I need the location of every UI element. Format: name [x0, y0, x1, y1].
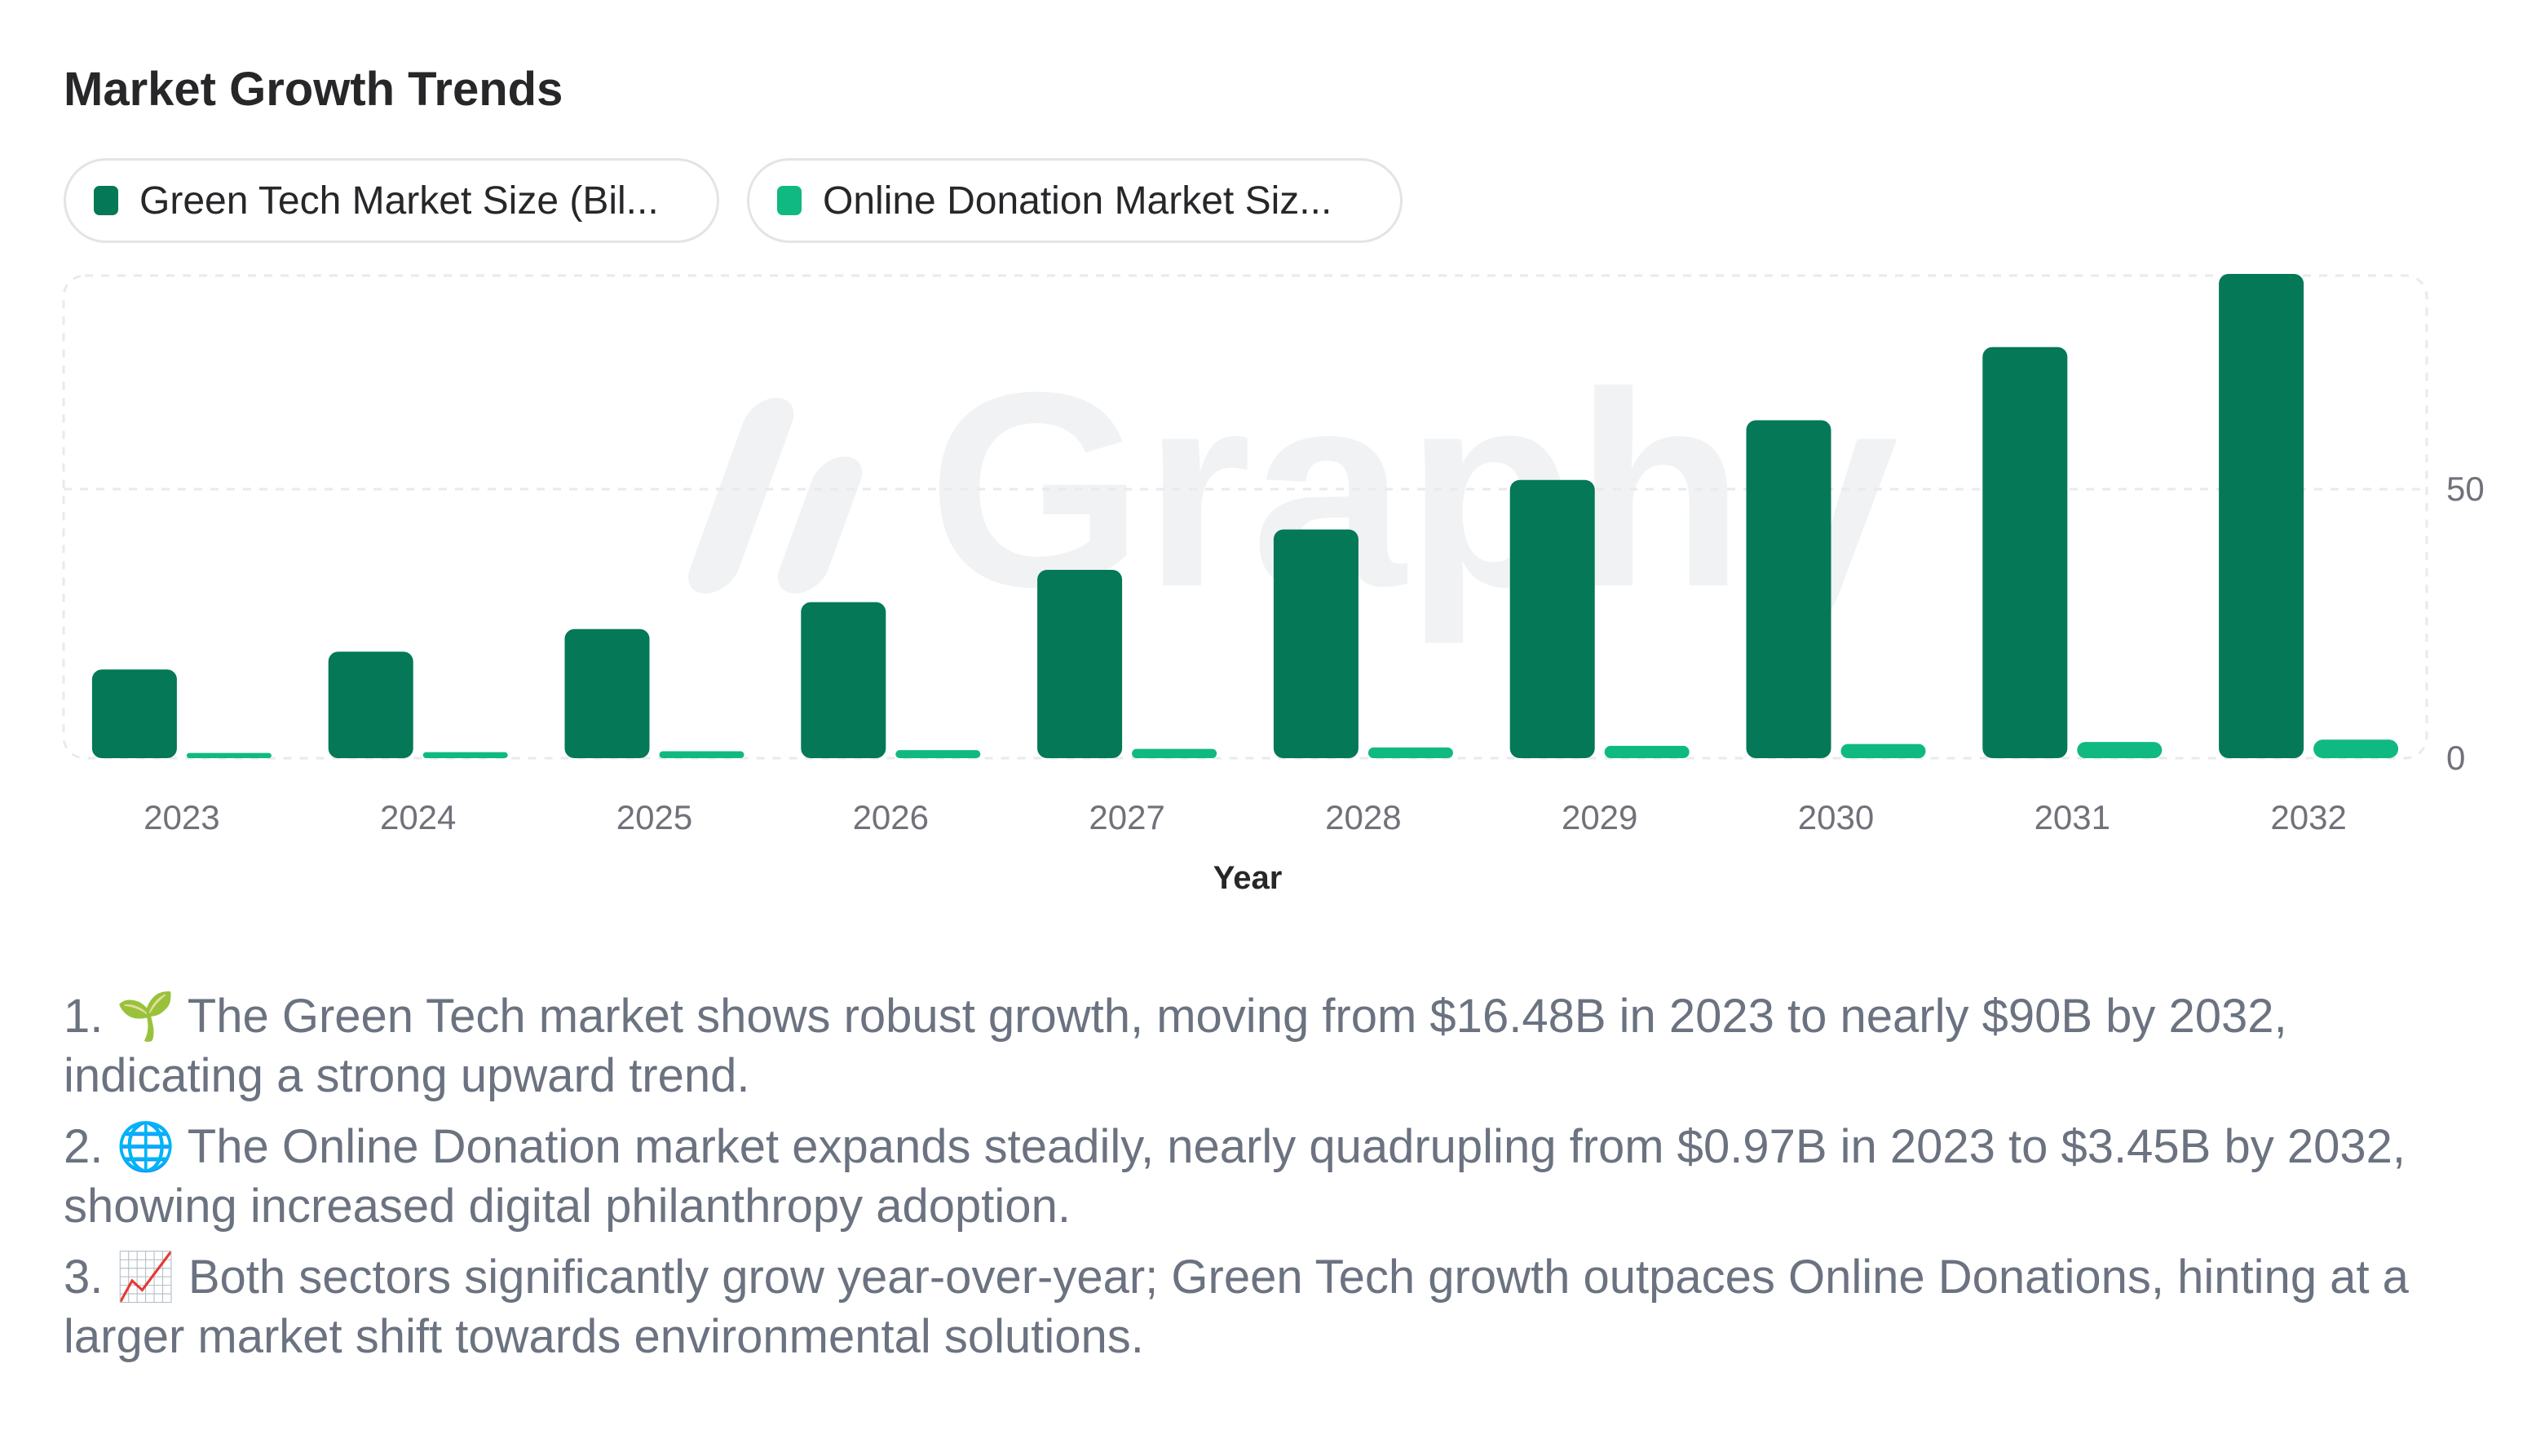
x-tick-label: 2024	[380, 798, 456, 836]
insight-2: 2. 🌐 The Online Donation market expands …	[64, 1120, 2406, 1233]
bar-green-tech-2031[interactable]	[1982, 346, 2068, 758]
insight-3: 3. 📈 Both sectors significantly grow yea…	[64, 1251, 2409, 1363]
y-tick-label: 50	[2446, 470, 2485, 508]
x-tick-label: 2029	[1562, 798, 1637, 836]
bar-online-donation-2024[interactable]	[422, 752, 508, 758]
chart-title: Market Growth Trends	[64, 63, 563, 116]
bar-green-tech-2030[interactable]	[1746, 420, 1831, 758]
bar-online-donation-2025[interactable]	[659, 751, 744, 758]
x-tick-label: 2030	[1798, 798, 1874, 836]
x-tick-label: 2031	[2035, 798, 2110, 836]
bar-online-donation-2032[interactable]	[2313, 739, 2399, 758]
x-tick-label: 2025	[616, 798, 692, 836]
bars	[91, 274, 2399, 759]
x-tick-label: 2032	[2270, 798, 2346, 836]
x-tick-label: 2026	[853, 798, 929, 836]
y-axis: 0 50	[2446, 470, 2485, 777]
bar-online-donation-2026[interactable]	[895, 750, 981, 758]
bar-green-tech-2026[interactable]	[801, 602, 886, 758]
bar-online-donation-2030[interactable]	[1840, 743, 1926, 758]
x-axis-title: Year	[1213, 860, 1283, 896]
bar-green-tech-2029[interactable]	[1509, 479, 1595, 758]
insight-1: 1. 🌱 The Green Tech market shows robust …	[64, 990, 2287, 1102]
bar-online-donation-2027[interactable]	[1132, 748, 1217, 758]
plot-area-border	[62, 274, 2428, 760]
bar-online-donation-2028[interactable]	[1367, 747, 1453, 758]
bar-green-tech-2028[interactable]	[1273, 529, 1359, 759]
bar-green-tech-2027[interactable]	[1037, 570, 1123, 758]
x-tick-label: 2028	[1325, 798, 1401, 836]
x-tick-label: 2023	[144, 798, 219, 836]
bar-green-tech-2032[interactable]	[2219, 274, 2304, 758]
bar-online-donation-2023[interactable]	[186, 752, 272, 758]
legend-swatch-green-tech	[94, 186, 118, 215]
insights-list: 1. 🌱 The Green Tech market shows robust …	[64, 986, 2477, 1378]
y-tick-label: 0	[2446, 739, 2465, 777]
bar-chart: Graphy 2023 2024 2025 2026 2027 2028 2029 2030 2…	[62, 274, 2485, 896]
legend-swatch-online-donation	[777, 186, 802, 215]
bar-online-donation-2031[interactable]	[2077, 742, 2163, 758]
x-tick-label: 2027	[1089, 798, 1164, 836]
bar-green-tech-2025[interactable]	[564, 629, 650, 758]
watermark-logo-icon	[688, 398, 863, 593]
legend: Green Tech Market Size (Bil... Online Do…	[64, 158, 1403, 243]
x-axis: 2023 2024 2025 2026 2027 2028 2029 2030 2031 2032	[144, 798, 2347, 836]
legend-item-green-tech[interactable]: Green Tech Market Size (Bil...	[64, 158, 719, 243]
legend-item-online-donation[interactable]: Online Donation Market Siz...	[747, 158, 1403, 243]
bar-green-tech-2024[interactable]	[328, 651, 413, 758]
bar-green-tech-2023[interactable]	[91, 669, 177, 758]
bar-online-donation-2029[interactable]	[1604, 745, 1690, 758]
